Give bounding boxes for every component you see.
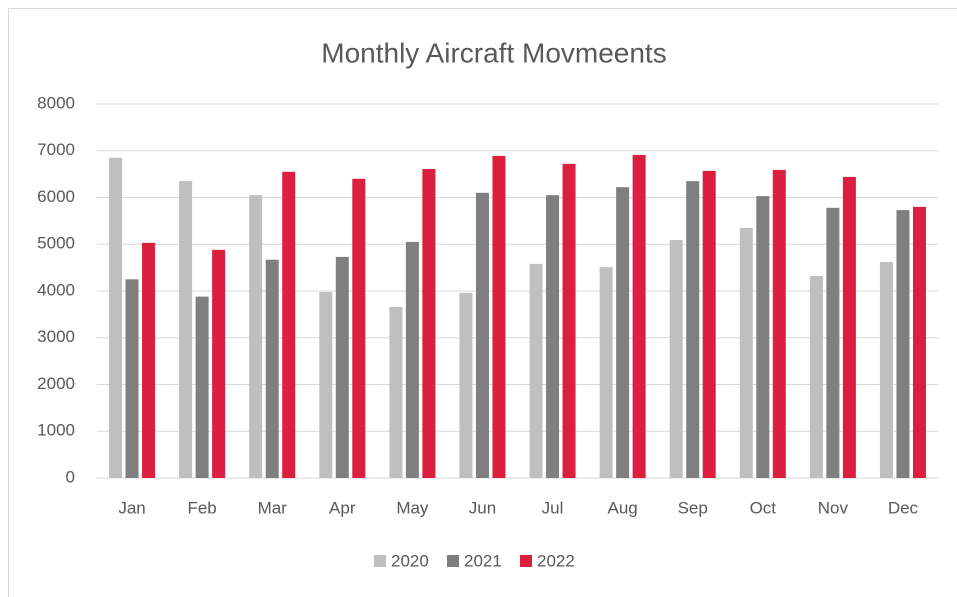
x-tick-label: Oct (750, 498, 777, 517)
legend-label: 2020 (391, 551, 429, 570)
legend-label: 2021 (464, 551, 502, 570)
x-tick-label: Dec (888, 498, 919, 517)
bar (125, 279, 139, 478)
bar (772, 169, 786, 479)
bar (912, 206, 926, 478)
bar (389, 306, 403, 478)
bar (616, 187, 630, 478)
bar (319, 291, 333, 478)
bar (546, 195, 560, 478)
chart-border (8, 8, 957, 597)
bar (809, 276, 823, 478)
chart-title: Monthly Aircraft Movmeents (321, 37, 666, 68)
y-tick-label: 3000 (37, 327, 75, 346)
x-tick-label: Feb (187, 498, 216, 517)
legend-swatch (447, 555, 459, 567)
bar (879, 262, 893, 478)
y-tick-label: 0 (66, 467, 75, 486)
bar (702, 170, 716, 479)
bar (422, 168, 436, 479)
bar (335, 256, 349, 478)
legend-label: 2022 (537, 551, 575, 570)
x-tick-label: Aug (608, 498, 638, 517)
bar (142, 242, 156, 478)
y-tick-label: 1000 (37, 421, 75, 440)
x-tick-label: Jan (118, 498, 145, 517)
bar (529, 263, 543, 478)
bar (405, 241, 419, 478)
y-tick-label: 7000 (37, 140, 75, 159)
bar (599, 267, 613, 478)
y-tick-label: 6000 (37, 187, 75, 206)
x-tick-label: Nov (818, 498, 849, 517)
x-tick-label: Jun (469, 498, 496, 517)
y-tick-label: 8000 (37, 93, 75, 112)
bar (195, 296, 209, 478)
bar (352, 178, 366, 479)
bar (459, 292, 473, 478)
bar (179, 181, 193, 478)
bar (109, 157, 123, 478)
bar (492, 155, 506, 478)
bar (896, 210, 910, 478)
bar (265, 259, 279, 478)
bar (826, 207, 840, 478)
bar (756, 196, 770, 478)
x-tick-label: Apr (329, 498, 356, 517)
x-tick-label: Sep (678, 498, 708, 517)
legend-swatch (520, 555, 532, 567)
legend-swatch (374, 555, 386, 567)
bar (632, 154, 646, 478)
bar (475, 192, 489, 478)
bar (686, 181, 700, 478)
y-tick-label: 5000 (37, 234, 75, 253)
bar (249, 195, 263, 478)
x-tick-label: Mar (258, 498, 288, 517)
bar (562, 163, 576, 478)
x-tick-label: May (396, 498, 429, 517)
y-tick-label: 2000 (37, 374, 75, 393)
bar (739, 227, 753, 478)
bar (842, 176, 856, 478)
bar (669, 240, 683, 478)
bar (212, 249, 226, 478)
x-tick-label: Jul (542, 498, 564, 517)
y-tick-label: 4000 (37, 280, 75, 299)
bar (282, 171, 296, 478)
